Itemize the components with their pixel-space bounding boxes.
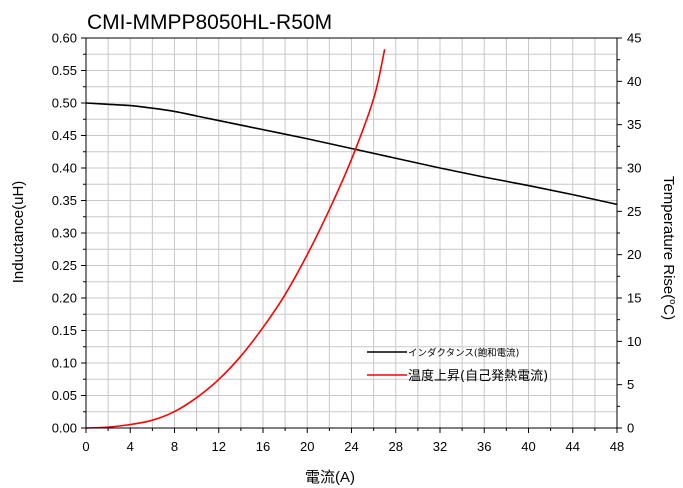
x-tick-label: 40 <box>521 439 535 454</box>
y2-axis-ticks: 0 5 10 15 20 25 30 35 40 45 <box>617 31 641 436</box>
y2-tick-label: 30 <box>627 161 641 176</box>
x-tick-label: 28 <box>389 439 403 454</box>
y-tick-label: 0.50 <box>52 96 77 111</box>
y-tick-label: 0.60 <box>52 31 77 46</box>
x-tick-label: 0 <box>82 439 89 454</box>
y-tick-label: 0.30 <box>52 226 77 241</box>
x-tick-label: 24 <box>344 439 358 454</box>
y-tick-label: 0.25 <box>52 258 77 273</box>
y2-tick-label: 20 <box>627 247 641 262</box>
x-tick-label: 4 <box>127 439 134 454</box>
y-tick-label: 0.00 <box>52 421 77 436</box>
y2-tick-label: 15 <box>627 291 641 306</box>
y2-tick-label: 45 <box>627 31 641 46</box>
y-tick-label: 0.35 <box>52 193 77 208</box>
y-tick-label: 0.05 <box>52 388 77 403</box>
y2-tick-label: 35 <box>627 117 641 132</box>
x-tick-label: 20 <box>300 439 314 454</box>
y2-tick-label: 0 <box>627 421 634 436</box>
y-tick-label: 0.15 <box>52 323 77 338</box>
y2-tick-label: 10 <box>627 334 641 349</box>
x-tick-label: 44 <box>566 439 580 454</box>
x-tick-label: 48 <box>610 439 624 454</box>
x-axis-ticks: 0 4 8 12 16 20 24 28 32 36 40 44 48 <box>82 428 624 454</box>
chart-title: CMI-MMPP8050HL-R50M <box>87 11 332 34</box>
x-tick-label: 12 <box>212 439 226 454</box>
x-tick-label: 8 <box>171 439 178 454</box>
y-axis-ticks: 0.00 0.05 0.10 0.15 0.20 0.25 0.30 0.35 0.40 0.45… <box>52 31 86 436</box>
legend-label-inductance: インダクタンス(飽和電流) <box>408 347 519 359</box>
y-tick-label: 0.20 <box>52 291 77 306</box>
legend-label-temperature: 温度上昇(自己発熱電流) <box>408 368 548 384</box>
y2-axis-title-main: Temperature Rise( <box>660 176 677 299</box>
legend: インダクタンス(飽和電流) 温度上昇(自己発熱電流) <box>367 347 548 384</box>
x-tick-label: 32 <box>433 439 447 454</box>
x-axis-title: 電流(A) <box>305 469 355 486</box>
x-tick-label: 36 <box>477 439 491 454</box>
y2-tick-label: 5 <box>627 377 634 392</box>
y-tick-label: 0.55 <box>52 63 77 78</box>
y2-tick-label: 25 <box>627 204 641 219</box>
x-tick-label: 16 <box>256 439 270 454</box>
y2-tick-label: 40 <box>627 74 641 89</box>
y-axis-title: Inductance(uH) <box>10 181 27 284</box>
y-tick-label: 0.45 <box>52 128 77 143</box>
y-tick-label: 0.10 <box>52 356 77 371</box>
y2-axis-title-unit: C) <box>660 304 677 320</box>
y2-axis-title: Temperature Rise(oC) <box>660 176 678 320</box>
y-tick-label: 0.40 <box>52 161 77 176</box>
